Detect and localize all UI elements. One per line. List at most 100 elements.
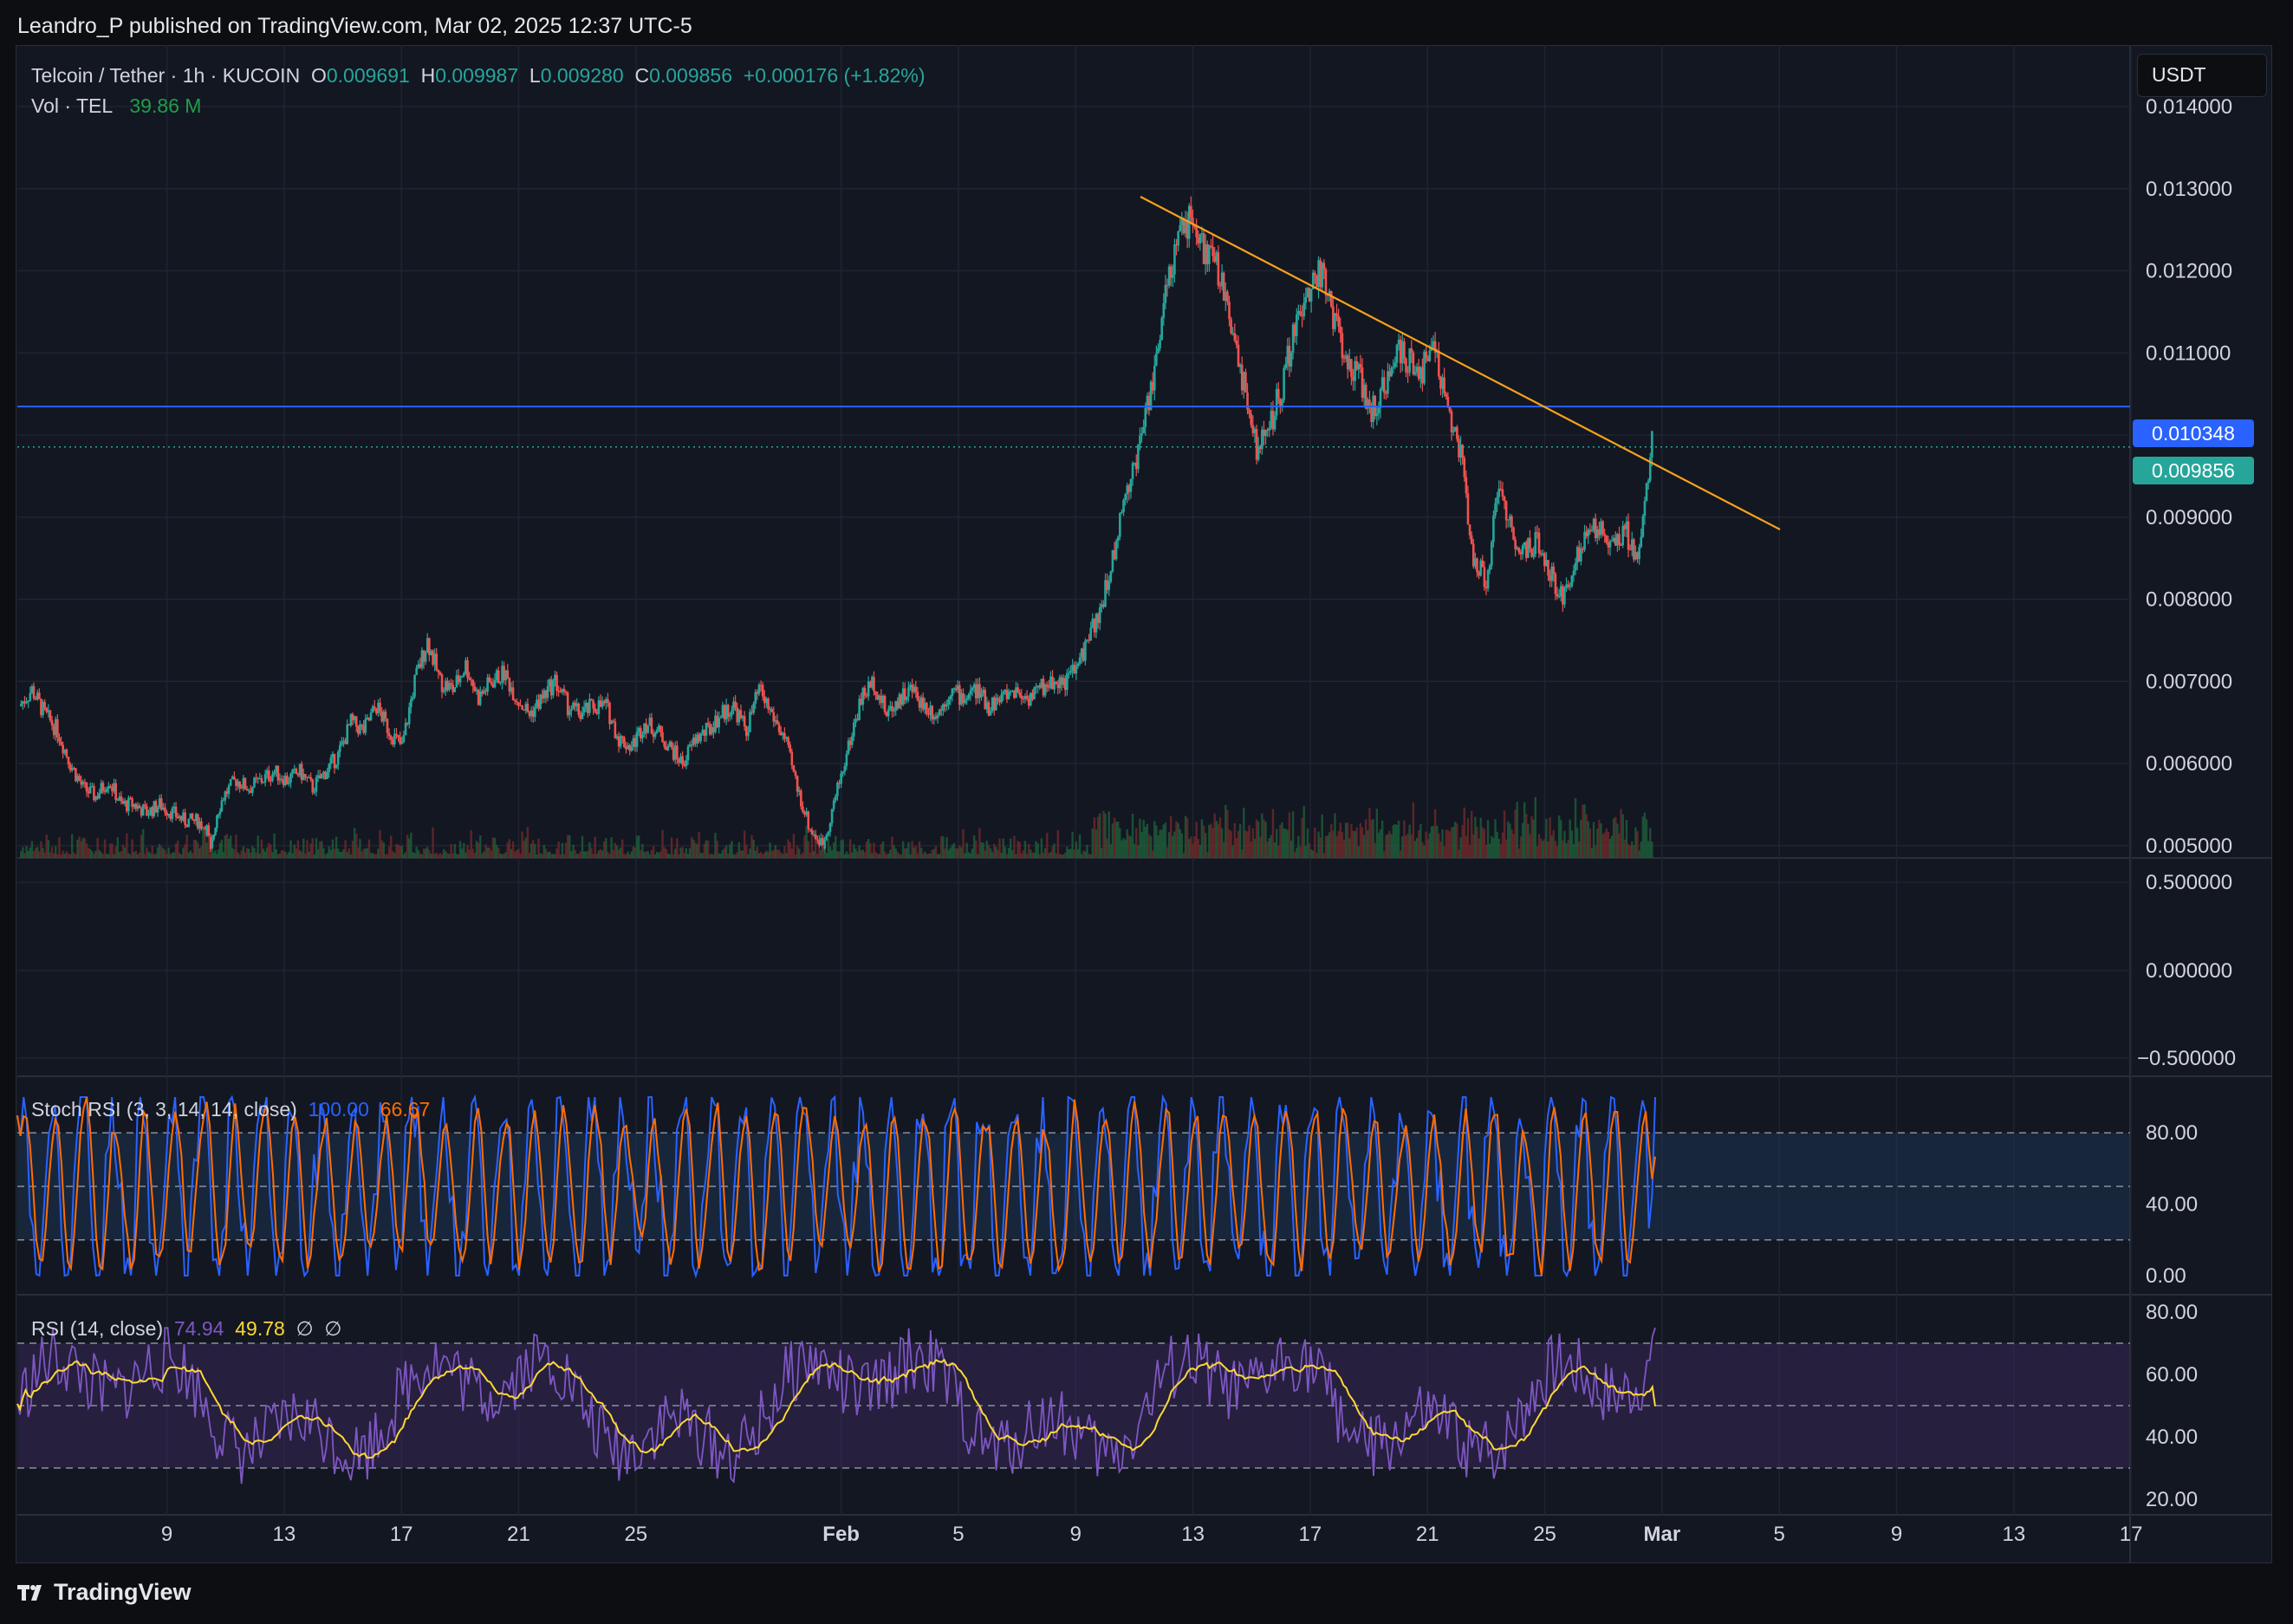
volume-bar bbox=[1022, 850, 1025, 858]
candle-body bbox=[1539, 553, 1543, 555]
volume-bar bbox=[107, 854, 110, 858]
candle-body bbox=[187, 818, 191, 828]
volume-bar bbox=[386, 854, 389, 858]
candle-body bbox=[688, 744, 692, 747]
volume-bar bbox=[1598, 820, 1601, 858]
volume-bar bbox=[978, 828, 981, 858]
candle-body bbox=[1215, 252, 1218, 263]
candle-body bbox=[167, 814, 170, 815]
volume-bar bbox=[661, 829, 664, 858]
candle-body bbox=[506, 670, 510, 679]
volume-bar bbox=[896, 852, 899, 858]
volume-bar bbox=[81, 837, 85, 858]
rsi-label[interactable]: RSI (14, close) bbox=[31, 1317, 164, 1340]
candle-body bbox=[1211, 246, 1214, 257]
volume-bar bbox=[962, 828, 965, 858]
candle-body bbox=[1137, 444, 1140, 470]
volume-label[interactable]: Vol · TEL bbox=[31, 94, 114, 117]
symbol-title[interactable]: Telcoin / Tether · 1h · KUCOIN bbox=[31, 64, 301, 87]
candle-body bbox=[549, 679, 553, 696]
candle-body bbox=[220, 800, 224, 812]
volume-bar bbox=[1000, 853, 1003, 858]
volume-bar bbox=[448, 854, 451, 858]
candle-body bbox=[1423, 351, 1426, 384]
candle-body bbox=[1601, 521, 1604, 535]
candle-body bbox=[794, 771, 797, 776]
price-axis-tick: 0.005000 bbox=[2146, 835, 2232, 858]
candle-body bbox=[1486, 569, 1490, 589]
main-legend: Telcoin / Tether · 1h · KUCOIN O0.009691… bbox=[31, 64, 926, 88]
volume-legend: Vol · TEL 39.86 M bbox=[31, 94, 201, 118]
volume-bar bbox=[542, 845, 546, 858]
candle-body bbox=[1543, 553, 1546, 567]
candle-body bbox=[1514, 539, 1517, 549]
candle-body bbox=[856, 718, 859, 720]
volume-bar bbox=[929, 854, 932, 858]
volume-bar bbox=[964, 853, 966, 858]
chart-canvas[interactable]: 0.0140000.0130000.0120000.0110000.010000… bbox=[0, 0, 2293, 1565]
volume-bar bbox=[574, 849, 576, 858]
volume-bar bbox=[109, 843, 112, 858]
volume-bar bbox=[858, 845, 861, 858]
volume-bar bbox=[377, 848, 380, 858]
volume-bar bbox=[1588, 828, 1592, 858]
volume-bar bbox=[564, 842, 568, 858]
candle-body bbox=[1377, 407, 1380, 414]
currency-button[interactable]: USDT bbox=[2137, 54, 2267, 97]
open-label: O bbox=[310, 64, 327, 87]
volume-bar bbox=[1302, 805, 1305, 858]
candle-body bbox=[1250, 413, 1253, 425]
candle-body bbox=[349, 714, 353, 725]
candle-body bbox=[1322, 263, 1326, 270]
volume-bar bbox=[1497, 838, 1500, 858]
volume-bar bbox=[1069, 848, 1072, 858]
candle-body bbox=[60, 741, 62, 745]
candle-body bbox=[956, 685, 959, 691]
candle-body bbox=[151, 807, 154, 816]
candle-body bbox=[47, 710, 50, 712]
volume-bar bbox=[607, 851, 609, 858]
volume-bar bbox=[688, 848, 692, 858]
volume-bar bbox=[184, 844, 186, 858]
volume-bar bbox=[214, 850, 217, 858]
volume-bar bbox=[94, 850, 97, 858]
candle-body bbox=[891, 705, 893, 711]
volume-bar bbox=[1574, 798, 1577, 858]
candle-body bbox=[548, 679, 551, 686]
candle-body bbox=[1013, 691, 1016, 698]
volume-bar bbox=[255, 852, 257, 858]
candle-body bbox=[607, 698, 609, 703]
volume-bar bbox=[121, 844, 125, 858]
volume-bar bbox=[956, 848, 959, 858]
volume-bar bbox=[721, 849, 724, 858]
volume-bar bbox=[1005, 854, 1009, 858]
volume-bar bbox=[185, 835, 188, 858]
volume-bar bbox=[142, 828, 145, 858]
candle-body bbox=[1002, 692, 1005, 695]
rsi-line bbox=[16, 1327, 1656, 1484]
volume-bar bbox=[711, 854, 713, 858]
candle-body bbox=[216, 815, 218, 828]
candle-body bbox=[645, 723, 647, 733]
volume-bar bbox=[770, 851, 773, 858]
candle-body bbox=[1361, 367, 1364, 399]
candle-body bbox=[1362, 384, 1366, 399]
volume-bar bbox=[550, 854, 553, 858]
candle-body bbox=[1162, 302, 1166, 318]
candle-body bbox=[200, 821, 203, 829]
candle-body bbox=[218, 811, 222, 815]
candle-body bbox=[52, 725, 55, 736]
stoch-rsi-label[interactable]: Stoch RSI (3, 3, 14, 14, close) bbox=[31, 1098, 297, 1121]
candle-body bbox=[1413, 372, 1417, 374]
candle-body bbox=[407, 707, 411, 724]
volume-bar bbox=[906, 848, 908, 858]
volume-bar bbox=[568, 835, 571, 858]
volume-bar bbox=[630, 851, 633, 858]
tradingview-logo[interactable]: TradingView bbox=[17, 1579, 192, 1606]
candle-body bbox=[1512, 527, 1515, 540]
volume-bar bbox=[648, 854, 651, 858]
volume-bar bbox=[1013, 835, 1016, 858]
volume-bar bbox=[1647, 841, 1650, 858]
candle-body bbox=[386, 718, 389, 733]
volume-bar bbox=[1556, 846, 1559, 858]
